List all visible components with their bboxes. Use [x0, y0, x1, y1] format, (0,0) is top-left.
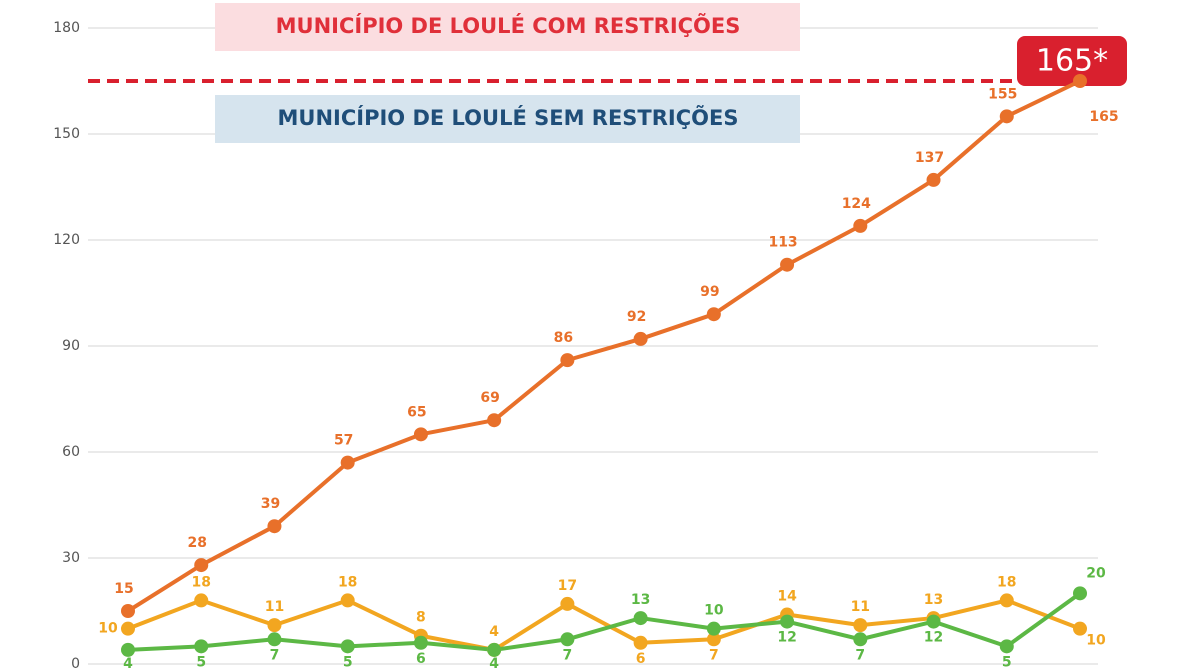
point: [780, 614, 795, 629]
point: [633, 611, 648, 626]
value-label: 5: [343, 654, 353, 669]
value-label: 57: [334, 433, 353, 449]
value-label: 11: [265, 599, 284, 615]
point: [340, 593, 355, 608]
y-tick-label: 180: [53, 20, 80, 36]
point: [1073, 74, 1087, 88]
point: [706, 621, 721, 636]
value-label: 18: [997, 574, 1016, 590]
value-label: 39: [261, 496, 280, 512]
point: [121, 642, 135, 657]
point: [1073, 621, 1087, 636]
value-label: 113: [768, 235, 797, 251]
below-label: MUNICÍPIO DE LOULÉ SEM RESTRIÇÕES: [278, 105, 739, 130]
point: [267, 632, 282, 647]
series-line: [126, 79, 1081, 613]
value-label: 165: [1089, 109, 1118, 125]
threshold-badge: [1017, 36, 1127, 86]
series-line: [127, 598, 1081, 652]
value-label: 124: [842, 196, 871, 212]
point: [194, 639, 209, 654]
value-label: 7: [563, 647, 573, 663]
y-tick-label: 150: [53, 126, 80, 142]
point: [487, 413, 502, 428]
above-label: MUNICÍPIO DE LOULÉ COM RESTRIÇÕES: [276, 13, 741, 38]
point: [560, 596, 575, 611]
y-tick-label: 120: [53, 232, 80, 248]
above-banner: [215, 3, 800, 51]
point: [999, 109, 1014, 124]
point: [853, 618, 868, 633]
point: [999, 639, 1014, 654]
y-tick-label: 90: [62, 338, 80, 354]
point: [926, 172, 941, 187]
point: [267, 618, 282, 633]
point: [853, 632, 868, 647]
point: [1073, 586, 1087, 601]
value-label: 10: [98, 621, 118, 637]
value-label: 6: [636, 651, 646, 667]
point: [487, 642, 502, 657]
value-label: 7: [270, 647, 280, 663]
value-label: 69: [480, 390, 499, 406]
point: [633, 635, 648, 650]
value-label: 12: [924, 630, 943, 646]
value-label: 10: [1086, 633, 1106, 649]
point: [194, 558, 209, 573]
point: [926, 614, 941, 629]
value-label: 13: [631, 592, 650, 608]
point: [340, 455, 355, 470]
point: [853, 218, 868, 233]
value-label: 14: [777, 589, 797, 605]
point: [706, 307, 721, 322]
value-label: 10: [704, 603, 724, 619]
value-label: 12: [777, 630, 796, 646]
y-tick-label: 30: [62, 550, 80, 566]
value-label: 7: [855, 647, 865, 663]
value-label: 8: [416, 610, 426, 626]
point: [999, 593, 1014, 608]
value-label: 13: [924, 592, 943, 608]
value-label: 5: [1002, 654, 1012, 669]
value-label: 137: [915, 150, 944, 166]
value-label: 99: [700, 284, 719, 300]
point: [121, 621, 135, 636]
value-label: 5: [196, 654, 206, 669]
below-banner: [215, 95, 800, 143]
value-label: 18: [191, 574, 210, 590]
value-label: 6: [416, 651, 426, 667]
value-label: 4: [489, 656, 499, 669]
point: [560, 353, 575, 368]
point: [340, 639, 355, 654]
value-label: 11: [851, 599, 870, 615]
point: [633, 331, 648, 346]
point: [413, 635, 428, 650]
value-label: 155: [988, 86, 1017, 102]
point: [560, 632, 575, 647]
value-label: 17: [558, 578, 577, 594]
value-label: 65: [407, 404, 426, 420]
point: [267, 519, 282, 534]
series-line: [127, 591, 1082, 652]
value-label: 4: [489, 624, 499, 640]
value-label: 4: [123, 656, 133, 669]
value-label: 7: [709, 647, 719, 663]
point: [780, 257, 795, 272]
value-label: 15: [114, 581, 133, 597]
value-label: 28: [187, 535, 206, 551]
point: [121, 604, 135, 618]
y-tick-label: 0: [71, 656, 80, 669]
point: [194, 593, 209, 608]
value-label: 18: [338, 574, 357, 590]
threshold-label: 165*: [1036, 44, 1108, 79]
value-label: 20: [1086, 565, 1106, 581]
value-label: 86: [554, 330, 573, 346]
point: [413, 427, 428, 442]
point: [706, 632, 721, 647]
y-tick-label: 60: [62, 444, 80, 460]
value-label: 92: [627, 309, 646, 325]
